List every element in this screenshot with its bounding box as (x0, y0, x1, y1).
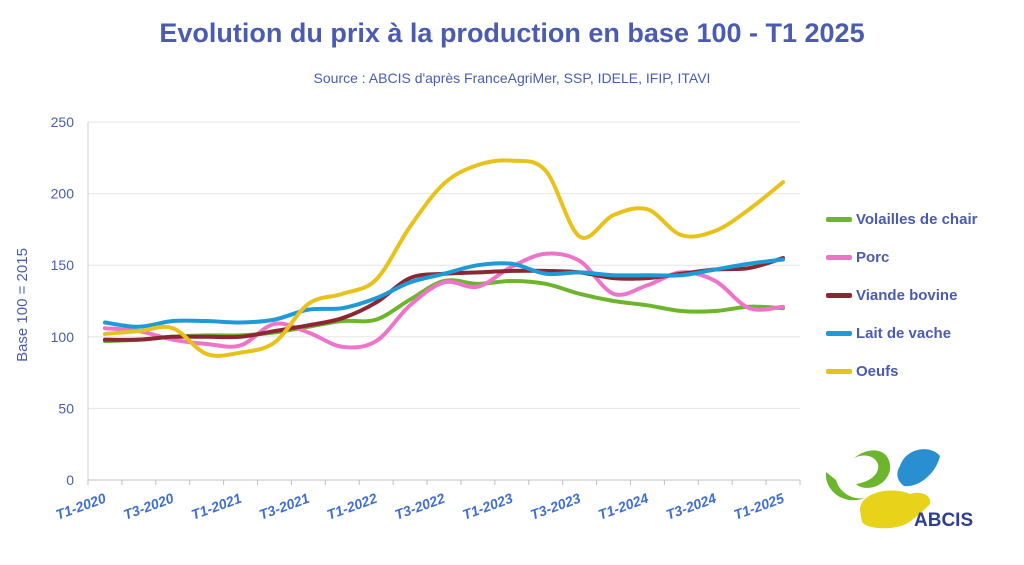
series-line-volailles-de-chair (102, 278, 786, 344)
x-tick-label: T1-2022 (325, 490, 380, 523)
legend-item: Viande bovine (826, 276, 977, 314)
legend-label: Volailles de chair (856, 210, 978, 228)
legend-swatch (826, 330, 852, 336)
chart-subtitle: Source : ABCIS d'après FranceAgriMer, SS… (313, 70, 711, 86)
y-tick-label: 50 (58, 400, 74, 416)
abcis-logo: ABCIS (825, 449, 973, 531)
y-axis-label: Base 100 = 2015 (14, 248, 31, 362)
chart-title: Evolution du prix à la production en bas… (159, 18, 865, 48)
x-tick-label: T1-2021 (189, 490, 244, 523)
logo-blue-shape (897, 449, 940, 487)
legend-swatch (826, 216, 852, 222)
x-tick-label: T1-2024 (596, 490, 651, 523)
x-tick-label: T1-2023 (460, 490, 515, 523)
x-tick-label: T3-2023 (528, 490, 583, 523)
y-tick-label: 200 (51, 186, 75, 202)
logo-text: ABCIS (914, 510, 973, 531)
series-line-lait-de-vache (102, 257, 786, 329)
axis-layer: 0 50 100 150 200 250 T1-2020 T3-2020 T1-2021 T3-2… (51, 114, 801, 523)
series-line-oeufs (102, 158, 786, 358)
legend-label: Oeufs (856, 362, 899, 380)
y-tick-label: 250 (51, 114, 75, 130)
legend-item: Porc (826, 238, 977, 276)
series-layer (102, 158, 786, 358)
legend-item: Oeufs (826, 352, 977, 390)
logo-green-arc (854, 450, 891, 488)
x-tick-label: T3-2024 (664, 490, 719, 523)
y-tick-label: 100 (51, 329, 75, 345)
y-tick-label: 0 (66, 472, 74, 488)
y-tick-label: 150 (51, 257, 75, 273)
logo-yellow-shape (860, 490, 931, 529)
legend-label: Viande bovine (856, 286, 958, 304)
legend-label: Lait de vache (856, 324, 952, 342)
legend-swatch (826, 368, 852, 374)
x-tick-label: T3-2022 (393, 490, 448, 523)
legend-item: Lait de vache (826, 314, 977, 352)
legend-item: Volailles de chair (826, 200, 977, 238)
logo-green-shape (825, 472, 864, 501)
x-tick-label: T1-2025 (732, 490, 787, 523)
legend-swatch (826, 292, 852, 298)
legend: Volailles de chair Porc Viande bovine Lait … (826, 200, 977, 390)
series-line-viande-bovine (102, 256, 786, 342)
x-tick-label: T3-2021 (257, 490, 312, 523)
x-tick-label: T1-2020 (53, 490, 108, 523)
grid-layer (88, 121, 800, 409)
legend-swatch (826, 254, 852, 260)
x-tick-label: T3-2020 (121, 490, 176, 523)
legend-label: Porc (856, 248, 890, 266)
